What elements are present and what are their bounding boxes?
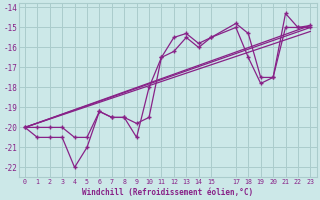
X-axis label: Windchill (Refroidissement éolien,°C): Windchill (Refroidissement éolien,°C) bbox=[82, 188, 253, 197]
